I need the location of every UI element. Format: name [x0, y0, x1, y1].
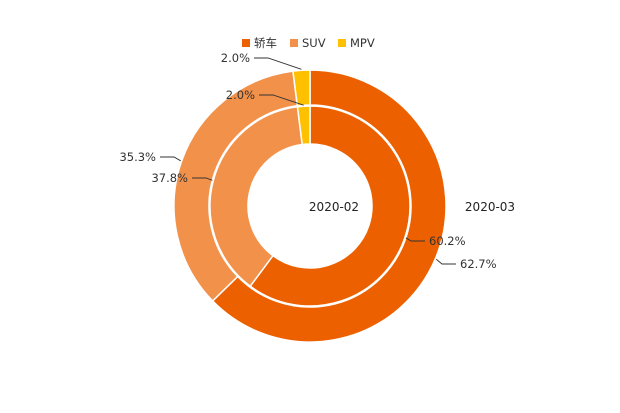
data-label-inner-1: 37.8%	[151, 171, 188, 185]
leader-outer-2	[254, 57, 302, 70]
leader-inner-2	[259, 94, 304, 106]
slice-inner-2	[296, 105, 311, 146]
slice-outer-0	[211, 69, 447, 343]
outer-ring-series-label: 2020-03	[465, 200, 515, 214]
slice-inner-0	[249, 105, 411, 307]
data-label-inner-2: 2.0%	[226, 88, 255, 102]
donut-rings	[173, 69, 447, 343]
legend-swatch-2	[338, 39, 346, 47]
slice-outer-2	[292, 69, 311, 107]
leader-inner-0	[405, 237, 425, 242]
legend-label-2: MPV	[350, 36, 375, 50]
inner-ring-series-label: 2020-02	[309, 200, 359, 214]
leader-lines	[160, 57, 456, 265]
legend: 轿车 SUV MPV	[242, 36, 375, 50]
data-label-outer-0: 62.7%	[460, 257, 497, 271]
data-label-outer-2: 2.0%	[221, 51, 250, 65]
legend-swatch-0	[242, 39, 250, 47]
legend-swatch-1	[290, 39, 298, 47]
data-labels: 60.2% 37.8% 2.0% 62.7% 35.3% 2.0%	[119, 51, 496, 271]
leader-outer-1	[160, 156, 181, 162]
slice-inner-1	[209, 105, 304, 288]
leader-inner-1	[192, 177, 213, 181]
slice-outer-1	[173, 70, 299, 303]
data-label-outer-1: 35.3%	[119, 150, 156, 164]
legend-label-1: SUV	[302, 36, 326, 50]
leader-outer-0	[435, 258, 456, 265]
data-label-inner-0: 60.2%	[429, 234, 466, 248]
legend-label-0: 轿车	[254, 36, 277, 50]
